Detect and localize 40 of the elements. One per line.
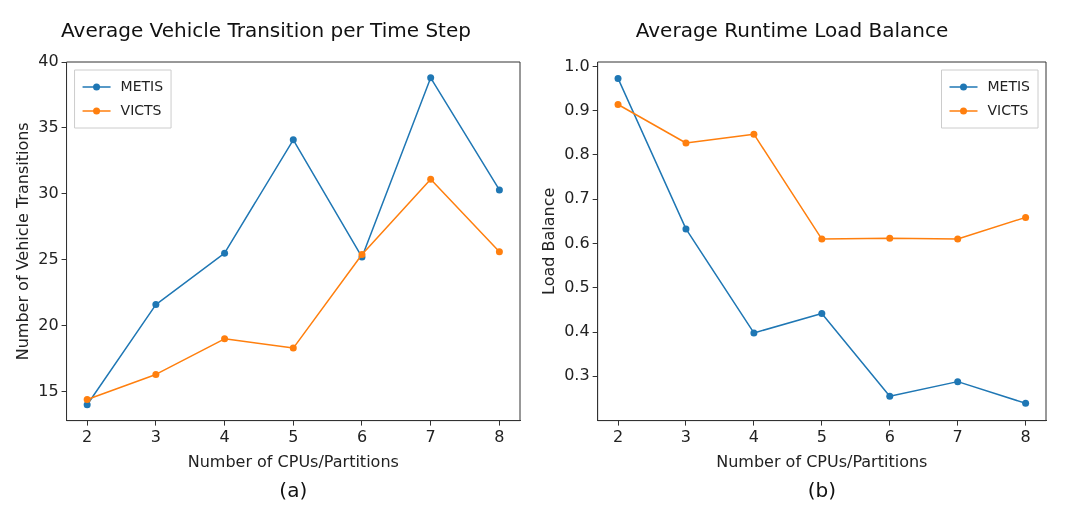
x-tick-label: 8 <box>494 427 505 447</box>
x-tick-label: 7 <box>425 427 436 447</box>
y-tick-label: 0.7 <box>564 188 590 208</box>
x-tick-label: 5 <box>288 427 299 447</box>
y-tick-label: 0.4 <box>564 321 590 341</box>
y-tick-label: 15 <box>38 380 59 400</box>
y-tick-label: 40 <box>38 51 59 71</box>
x-tick-label: 3 <box>150 427 161 447</box>
y-tick-label: 25 <box>38 248 59 268</box>
y-tick-label: 0.3 <box>564 365 590 385</box>
x-tick-label: 2 <box>612 427 624 447</box>
legend-label: METIS <box>120 77 164 94</box>
text: (b) <box>807 478 836 503</box>
y-tick-label: 30 <box>38 182 59 202</box>
x-tick-label: 4 <box>748 427 759 447</box>
x-tick-label: 5 <box>816 427 827 447</box>
text: (a) <box>279 478 308 503</box>
x-tick-label: 4 <box>219 427 230 447</box>
y-tick-label: 20 <box>38 314 59 334</box>
y-tick-label: 1.0 <box>564 55 590 75</box>
legend-label: VICTS <box>120 101 162 118</box>
chart-title: Average Runtime Load Balance <box>635 18 949 43</box>
y-tick-label: 35 <box>38 117 59 137</box>
x-axis-title: Number of CPUs/Partitions <box>187 451 399 471</box>
x-tick-label: 6 <box>884 427 895 447</box>
y-tick-label: 0.5 <box>564 276 590 296</box>
x-axis-title: Number of CPUs/Partitions <box>716 451 928 471</box>
y-tick-label: 0.8 <box>564 144 590 164</box>
x-tick-label: 2 <box>82 427 93 447</box>
y-tick-label: 0.6 <box>564 232 590 252</box>
y-tick-label: 0.9 <box>564 99 590 119</box>
x-tick-label: 7 <box>952 427 963 447</box>
y-axis-title: Load Balance <box>538 187 558 295</box>
legend-label: VICTS <box>987 101 1029 118</box>
chart-title: Average Vehicle Transition per Time Step <box>61 18 471 43</box>
x-tick-label: 6 <box>356 427 368 447</box>
y-axis-title: Number of Vehicle Transitions <box>12 122 32 361</box>
legend-label: METIS <box>987 77 1031 94</box>
x-tick-label: 8 <box>1020 427 1031 447</box>
x-tick-label: 3 <box>680 427 692 447</box>
